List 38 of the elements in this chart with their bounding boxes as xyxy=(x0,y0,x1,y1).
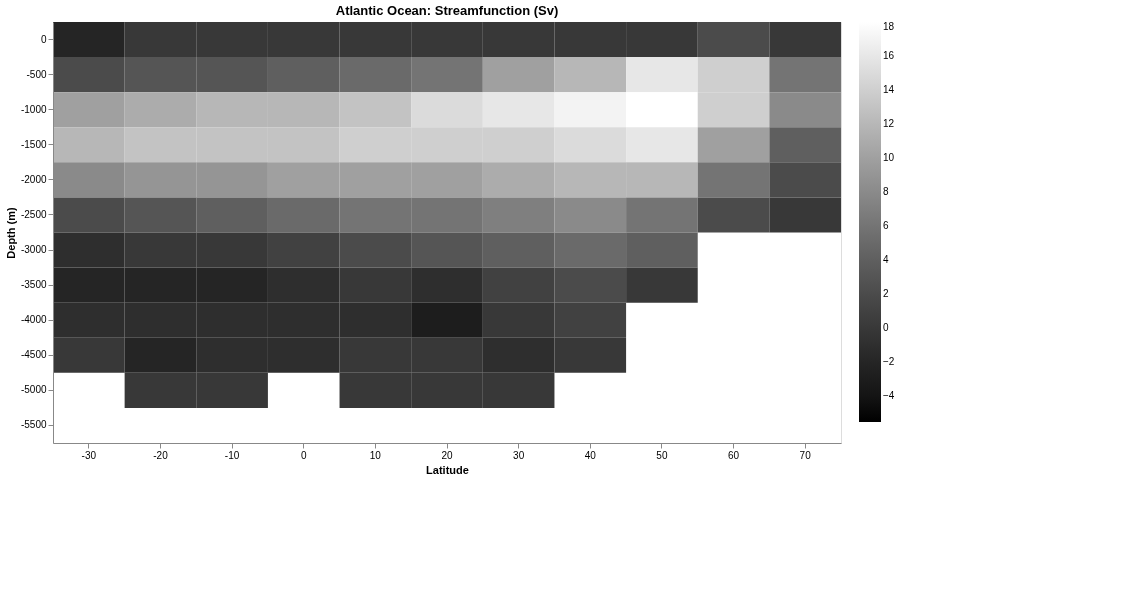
color-bar-label: −4 xyxy=(883,390,895,402)
color-bar-label: 10 xyxy=(883,152,895,164)
y-tick-label: -3500 xyxy=(20,279,47,291)
color-bar-label: 0 xyxy=(883,322,889,334)
x-tick-label: 70 xyxy=(799,449,812,461)
x-tick-label: 10 xyxy=(369,449,382,461)
x-tick-label: -10 xyxy=(224,449,240,461)
color-bar-label: 2 xyxy=(883,288,889,300)
y-tick-label: -4000 xyxy=(20,314,47,326)
y-tick-label: -1500 xyxy=(20,138,47,150)
color-bar-label: 18 xyxy=(883,21,895,32)
y-tick-label: -5500 xyxy=(20,419,47,431)
y-tick-label: -2500 xyxy=(20,208,47,220)
chart-title: Atlantic Ocean: Streamfunction (Sv) xyxy=(335,3,559,18)
x-tick-label: -30 xyxy=(81,449,97,461)
color-bar-label: 14 xyxy=(883,84,895,96)
x-tick-label: 0 xyxy=(300,449,307,461)
x-tick-label: 20 xyxy=(441,449,453,461)
y-tick-label: -3000 xyxy=(20,244,47,256)
x-tick-label: 40 xyxy=(584,449,597,461)
x-tick-label: 50 xyxy=(656,449,668,461)
x-tick-label: 60 xyxy=(727,449,740,461)
y-tick-label: -5000 xyxy=(20,384,47,396)
x-axis-title: Latitude xyxy=(426,463,469,476)
y-tick-label: -1000 xyxy=(20,103,47,115)
color-bar-label: 12 xyxy=(883,118,895,130)
color-bar-label: 4 xyxy=(883,254,889,266)
y-tick-label: 0 xyxy=(40,33,47,45)
color-bar-label: −2 xyxy=(883,356,895,368)
y-axis-title: Depth (m) xyxy=(4,207,17,259)
y-tick-label: -2000 xyxy=(20,173,47,185)
x-tick-label: -20 xyxy=(153,449,169,461)
color-bar-label: 6 xyxy=(883,220,889,232)
color-bar-label: 8 xyxy=(883,186,889,198)
y-tick-label: -500 xyxy=(26,68,47,80)
y-tick-label: -4500 xyxy=(20,349,47,361)
color-bar-label: 16 xyxy=(883,50,895,62)
x-tick-label: 30 xyxy=(513,449,525,461)
